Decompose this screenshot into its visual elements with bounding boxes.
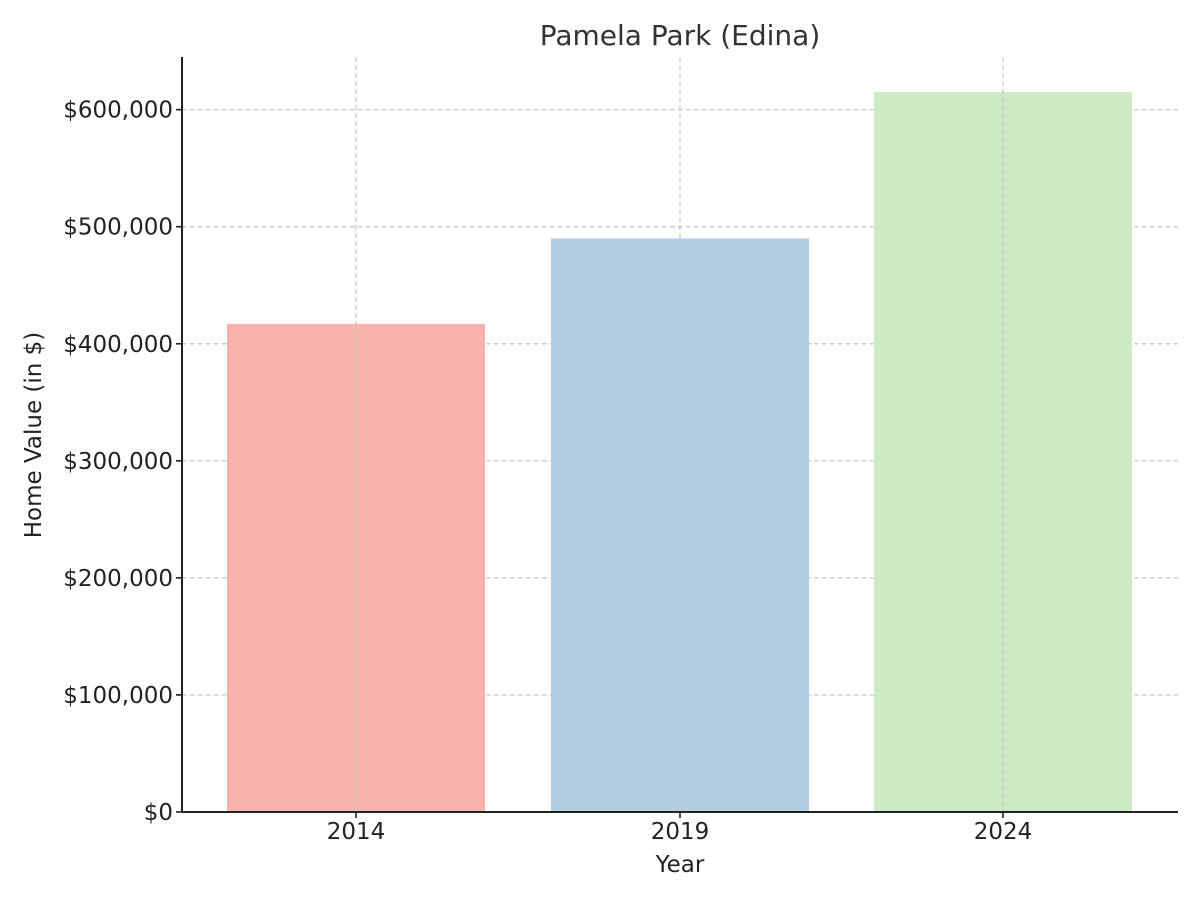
y-tick-label: $300,000	[63, 449, 173, 475]
y-ticks: $0 $100,000 $200,000 $300,000 $400,000 $500,0…	[63, 98, 182, 826]
vertical-grid-lines	[355, 57, 1004, 812]
x-ticks: 2014 2019 2024	[327, 812, 1033, 845]
x-tick-label: 2024	[974, 819, 1033, 845]
x-axis-label: Year	[655, 852, 705, 878]
y-tick-label: $600,000	[63, 98, 173, 124]
y-tick-label: $500,000	[63, 215, 173, 241]
y-axis-label: Home Value (in $)	[21, 332, 47, 539]
x-tick-label: 2014	[327, 819, 386, 845]
y-tick-label: $400,000	[63, 332, 173, 358]
y-tick-label: $200,000	[63, 566, 173, 592]
y-tick-label: $100,000	[63, 683, 173, 709]
y-tick-label: $0	[144, 800, 173, 826]
x-tick-label: 2019	[651, 819, 710, 845]
chart-title: Pamela Park (Edina)	[540, 19, 821, 52]
